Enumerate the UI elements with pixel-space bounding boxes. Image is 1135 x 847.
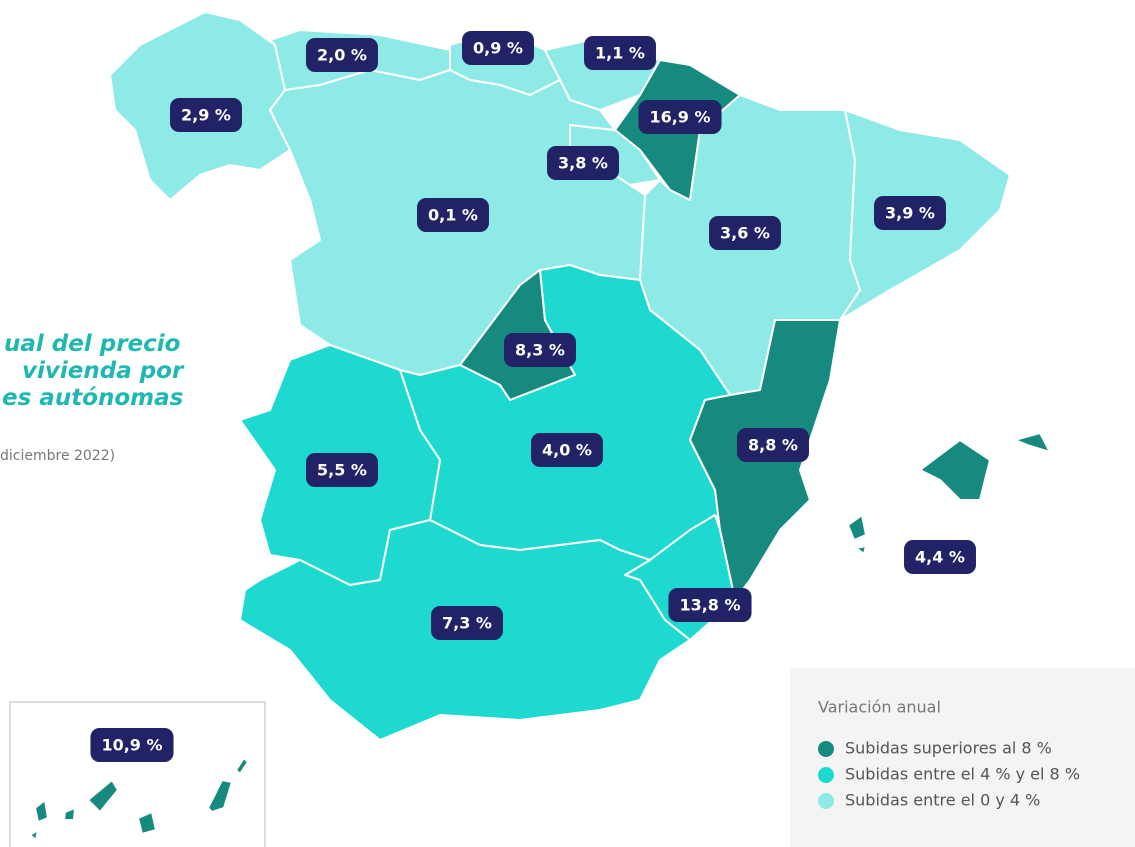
region-label: 4,0 % <box>531 433 603 467</box>
title-line: vivienda por <box>22 358 185 384</box>
label-text: 3,6 % <box>720 224 770 243</box>
legend-label: Subidas entre el 4 % y el 8 % <box>845 765 1080 784</box>
region <box>847 514 867 541</box>
legend-swatch <box>818 767 834 783</box>
region <box>87 779 119 813</box>
label-text: 3,8 % <box>558 154 608 173</box>
title-line: ual del precio <box>4 331 180 357</box>
legend-label: Subidas superiores al 8 % <box>845 739 1052 758</box>
region-label: 3,9 % <box>874 196 946 230</box>
legend-swatch <box>818 741 834 757</box>
label-badge <box>584 36 656 70</box>
region <box>235 757 249 775</box>
region-label: 7,3 % <box>431 606 503 640</box>
label-text: 8,8 % <box>748 436 798 455</box>
label-text: 7,3 % <box>442 614 492 633</box>
label-text: 2,9 % <box>181 106 231 125</box>
label-text: 8,3 % <box>515 341 565 360</box>
label-badge <box>638 100 722 134</box>
label-badge <box>306 453 378 487</box>
label-badge <box>737 428 809 462</box>
region <box>207 779 233 813</box>
region-label: 1,1 % <box>584 36 656 70</box>
region-label: 0,9 % <box>462 31 534 65</box>
legend-label: Subidas entre el 0 y 4 % <box>845 791 1040 810</box>
region <box>855 545 867 555</box>
region <box>919 439 991 501</box>
label-text: 1,1 % <box>595 44 645 63</box>
label-text: 3,9 % <box>885 204 935 223</box>
label-badge <box>431 606 503 640</box>
region-label: 3,6 % <box>709 216 781 250</box>
region-label: 3,8 % <box>547 146 619 180</box>
region <box>63 807 76 821</box>
label-badge <box>904 540 976 574</box>
label-badge <box>504 333 576 367</box>
region-label: 2,0 % <box>306 38 378 72</box>
region-label: 8,8 % <box>737 428 809 462</box>
region-label: 5,5 % <box>306 453 378 487</box>
region <box>29 829 39 841</box>
region <box>137 811 157 835</box>
label-text: 4,0 % <box>542 441 592 460</box>
region-label: 16,9 % <box>638 100 722 134</box>
region <box>1014 432 1051 453</box>
region <box>34 799 49 823</box>
label-text: 0,9 % <box>473 39 523 58</box>
region-label: 4,4 % <box>904 540 976 574</box>
legend-title: Variación anual <box>818 698 941 717</box>
label-badge <box>874 196 946 230</box>
label-badge <box>462 31 534 65</box>
region-label: 0,1 % <box>417 198 489 232</box>
label-text: 10,9 % <box>101 736 162 755</box>
label-badge <box>306 38 378 72</box>
region-label: 13,8 % <box>668 588 752 622</box>
label-text: 4,4 % <box>915 548 965 567</box>
label-badge <box>90 728 174 762</box>
label-badge <box>170 98 242 132</box>
label-badge <box>417 198 489 232</box>
label-text: 13,8 % <box>679 596 740 615</box>
label-badge <box>709 216 781 250</box>
region-label: 8,3 % <box>504 333 576 367</box>
subtitle: diciembre 2022) <box>0 448 115 464</box>
label-text: 5,5 % <box>317 461 367 480</box>
legend-swatch <box>818 793 834 809</box>
label-text: 0,1 % <box>428 206 478 225</box>
label-text: 16,9 % <box>649 108 710 127</box>
label-badge <box>547 146 619 180</box>
legend-box <box>790 668 1135 847</box>
label-badge <box>668 588 752 622</box>
label-text: 2,0 % <box>317 46 367 65</box>
label-badge <box>531 433 603 467</box>
region-label: 10,9 % <box>90 728 174 762</box>
canarias-inset <box>9 701 266 847</box>
region-label: 2,9 % <box>170 98 242 132</box>
title-line: es autónomas <box>2 385 183 411</box>
